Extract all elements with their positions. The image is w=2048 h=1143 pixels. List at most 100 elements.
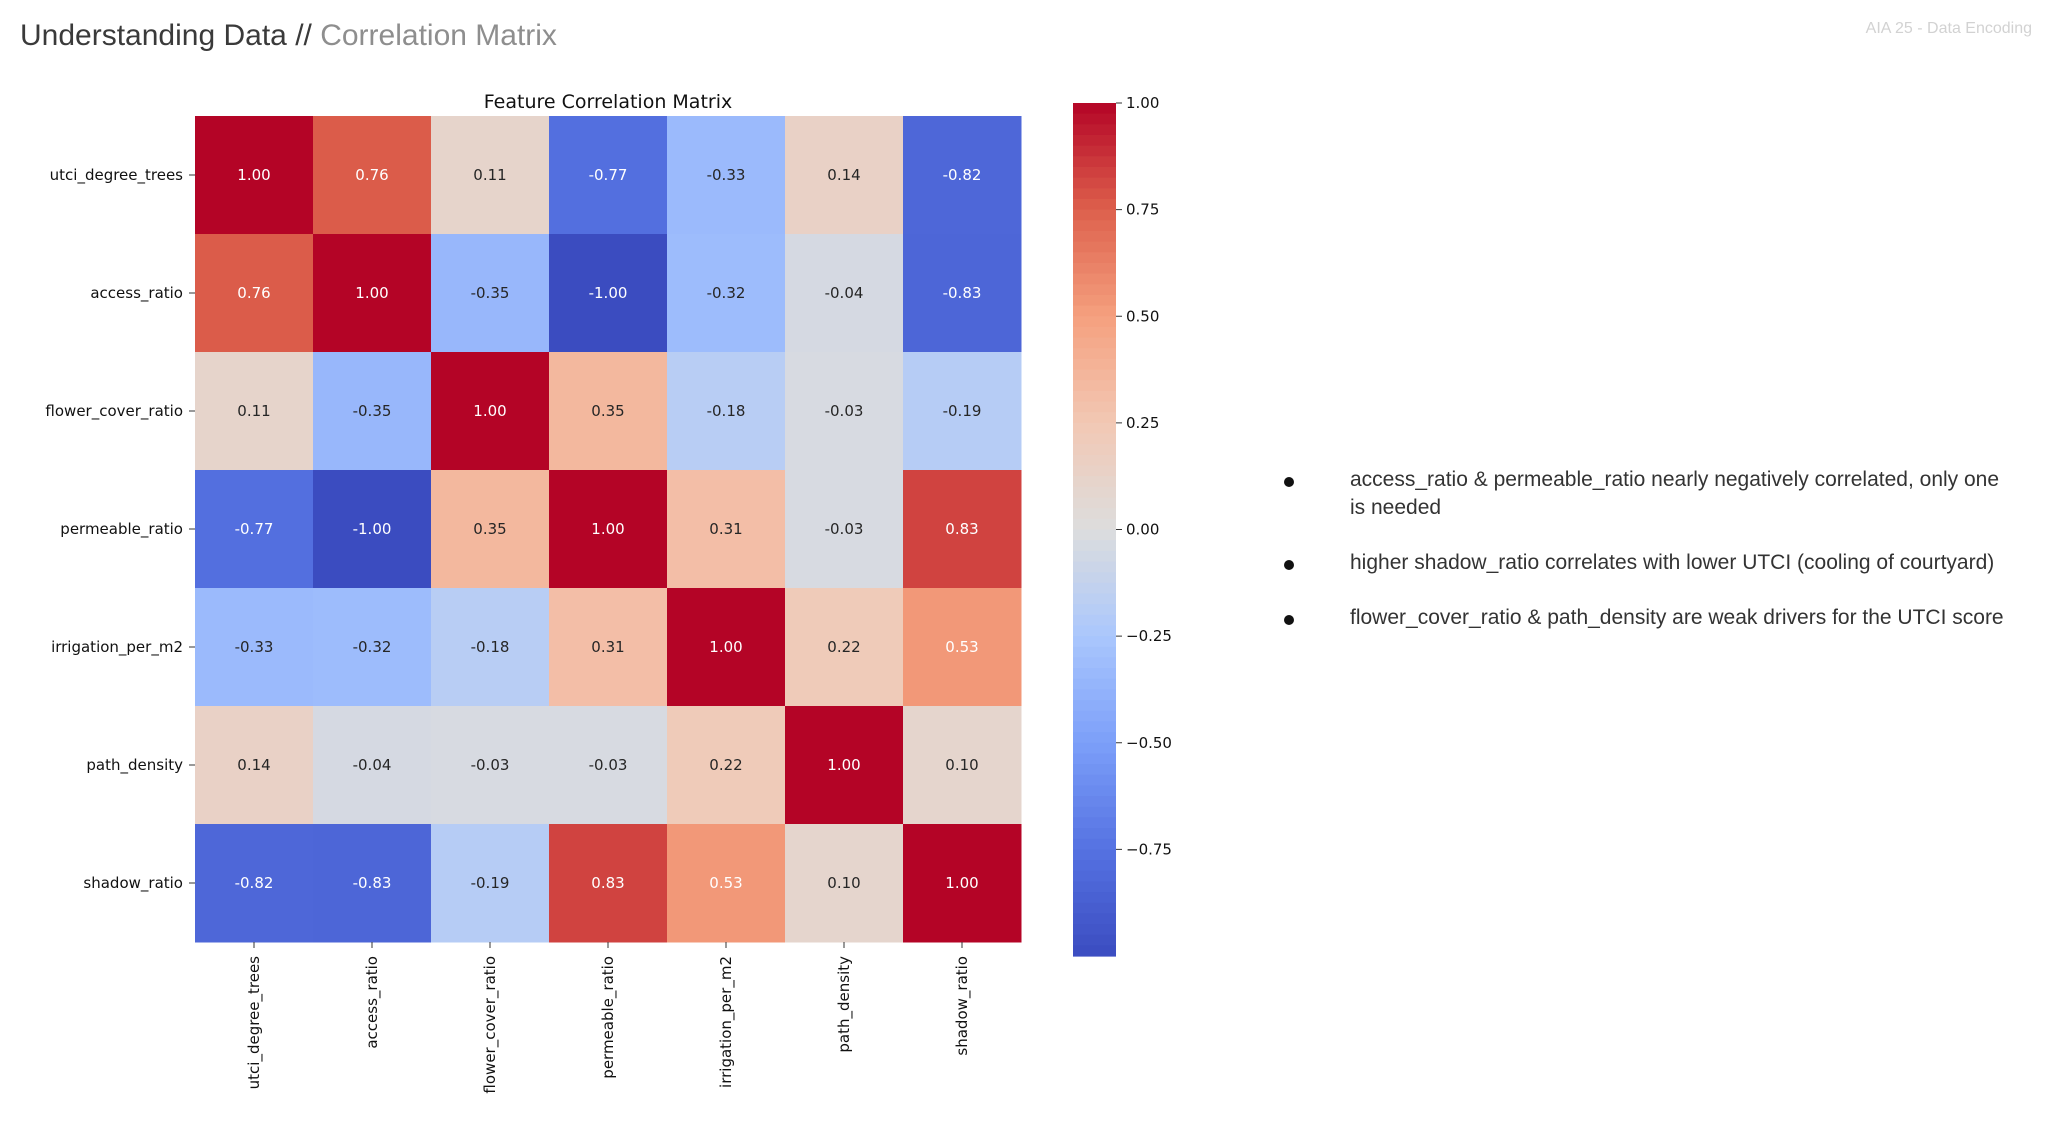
heatmap-cell xyxy=(903,352,1022,471)
cell-value-label: -0.19 xyxy=(943,402,982,420)
cell-value-label: -1.00 xyxy=(353,520,392,538)
note-text: flower_cover_ratio & path_density are we… xyxy=(1350,606,2004,629)
colorbar-segment xyxy=(1073,145,1116,157)
colorbar-segment xyxy=(1073,230,1116,243)
heatmap-cell xyxy=(785,116,904,235)
heatmap-cell xyxy=(313,706,432,825)
heatmap-cell xyxy=(431,824,550,943)
heatmap-cell xyxy=(195,116,314,235)
cell-value-label: 0.83 xyxy=(945,520,978,538)
note-text: access_ratio & permeable_ratio nearly ne… xyxy=(1350,468,2000,519)
cell-value-label: -0.77 xyxy=(235,520,274,538)
colorbar-segment xyxy=(1073,785,1116,797)
cell-value-label: -0.32 xyxy=(707,284,746,302)
page-subtitle: Correlation Matrix xyxy=(320,19,557,52)
heatmap-cell xyxy=(431,352,550,471)
colorbar-segment xyxy=(1073,870,1116,882)
cell-value-label: -0.35 xyxy=(353,402,392,420)
colorbar-segment xyxy=(1073,806,1116,818)
cell-value-label: 0.31 xyxy=(591,638,624,656)
colorbar-segment xyxy=(1073,103,1116,115)
colorbar-segment xyxy=(1073,348,1116,360)
heatmap-cell xyxy=(667,234,786,353)
colorbar-segment xyxy=(1073,166,1116,179)
heatmap-cell xyxy=(313,234,432,353)
colorbar-segment xyxy=(1073,593,1116,605)
heatmap-cell xyxy=(903,234,1022,353)
heatmap-cell xyxy=(195,588,314,707)
colorbar-segment xyxy=(1073,732,1116,744)
colorbar-segment xyxy=(1073,945,1116,957)
cell-value-label: -0.19 xyxy=(471,874,510,892)
heatmap-cell xyxy=(667,470,786,589)
colorbar-segment xyxy=(1073,678,1116,691)
colorbar-segment xyxy=(1073,913,1116,925)
x-tick-label: shadow_ratio xyxy=(953,956,972,1056)
x-tick-label: permeable_ratio xyxy=(599,956,618,1079)
heatmap-cell xyxy=(195,470,314,589)
colorbar-segment xyxy=(1073,486,1116,499)
y-tick-label: path_density xyxy=(86,756,183,775)
cell-value-label: -0.77 xyxy=(589,166,628,184)
colorbar-segment xyxy=(1073,433,1116,445)
y-tick-label: shadow_ratio xyxy=(83,874,183,893)
heatmap-cell xyxy=(431,588,550,707)
heatmap-cell xyxy=(785,706,904,825)
cell-value-label: 0.31 xyxy=(709,520,742,538)
heatmap-cell xyxy=(903,470,1022,589)
colorbar-segment xyxy=(1073,390,1116,403)
heatmap-cell xyxy=(785,352,904,471)
cell-value-label: -0.04 xyxy=(353,756,392,774)
cell-value-label: 0.14 xyxy=(827,166,860,184)
colorbar-segment xyxy=(1073,177,1116,189)
x-tick-label: access_ratio xyxy=(363,956,382,1049)
cell-value-label: 0.22 xyxy=(709,756,742,774)
note-item: higher shadow_ratio correlates with lowe… xyxy=(1282,549,2012,577)
colorbar-segment xyxy=(1073,614,1116,627)
cell-value-label: -0.33 xyxy=(707,166,746,184)
colorbar-segment xyxy=(1073,497,1116,509)
y-tick-label: access_ratio xyxy=(90,284,183,303)
cell-value-label: 0.53 xyxy=(709,874,742,892)
y-tick-label: irrigation_per_m2 xyxy=(51,638,183,657)
heatmap-cell xyxy=(313,824,432,943)
colorbar-segment xyxy=(1073,198,1116,211)
colorbar-segment xyxy=(1073,561,1116,573)
colorbar-segment xyxy=(1073,721,1116,733)
page-title-separator: // xyxy=(295,19,312,52)
cell-value-label: -0.18 xyxy=(471,638,510,656)
cell-value-label: 0.22 xyxy=(827,638,860,656)
chart-title: Feature Correlation Matrix xyxy=(484,91,732,113)
bullet-icon xyxy=(1284,560,1294,570)
cell-value-label: 0.14 xyxy=(237,756,270,774)
heatmap-cell xyxy=(667,352,786,471)
cell-value-label: 0.10 xyxy=(945,756,978,774)
colorbar-segment xyxy=(1073,700,1116,712)
cell-value-label: -0.03 xyxy=(825,520,864,538)
cell-value-label: -0.03 xyxy=(589,756,628,774)
course-tag: AIA 25 - Data Encoding xyxy=(1865,20,2032,37)
heatmap-cell xyxy=(903,824,1022,943)
heatmap-cell xyxy=(313,116,432,235)
colorbar-segment xyxy=(1073,902,1116,914)
colorbar-segment xyxy=(1073,252,1116,264)
colorbar-segment xyxy=(1073,337,1116,349)
colorbar-segment xyxy=(1073,294,1116,307)
cell-value-label: -0.82 xyxy=(235,874,274,892)
cell-value-label: 0.35 xyxy=(473,520,506,538)
heatmap-cell xyxy=(549,234,668,353)
colorbar-segment xyxy=(1073,838,1116,850)
colorbar-tick-label: 0.50 xyxy=(1126,307,1159,325)
cell-value-label: -0.04 xyxy=(825,284,864,302)
colorbar-segment xyxy=(1073,572,1116,584)
y-tick-label: permeable_ratio xyxy=(60,520,183,539)
colorbar-segment xyxy=(1073,764,1116,776)
cell-value-label: -0.83 xyxy=(353,874,392,892)
cell-value-label: -0.32 xyxy=(353,638,392,656)
y-tick-label: flower_cover_ratio xyxy=(45,402,183,421)
colorbar-segment xyxy=(1073,892,1116,904)
heatmap-cell xyxy=(549,470,668,589)
cell-value-label: 1.00 xyxy=(945,874,978,892)
x-tick-label: irrigation_per_m2 xyxy=(717,956,736,1088)
colorbar-segment xyxy=(1073,774,1116,786)
